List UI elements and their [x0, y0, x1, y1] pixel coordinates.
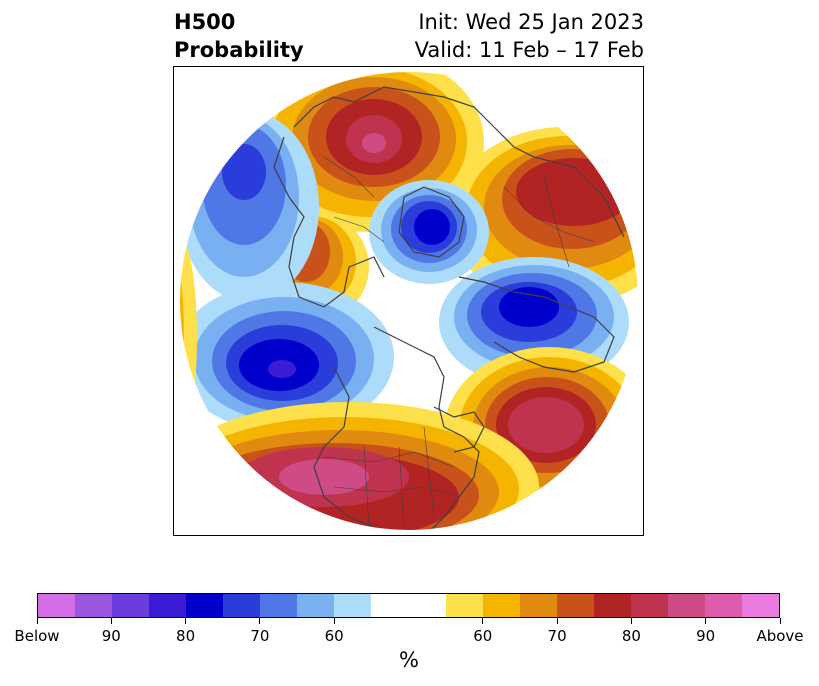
- colorbar-segment: [741, 594, 779, 617]
- colorbar-tick: [705, 618, 707, 624]
- title-line-1: H500: [174, 10, 236, 34]
- coastlines: [273, 86, 625, 531]
- colorbar-segment: [186, 594, 224, 617]
- colorbar-segment: [408, 594, 446, 617]
- valid-date: Valid: 11 Feb – 17 Feb: [414, 38, 644, 62]
- colorbar-tick: [185, 618, 187, 624]
- colorbar-segment: [482, 594, 520, 617]
- colorbar-unit: %: [399, 648, 419, 672]
- colorbar-segment: [556, 594, 594, 617]
- colorbar-tick: [36, 618, 38, 624]
- probability-map: [178, 70, 640, 532]
- chart-title: H500 Probability: [174, 8, 304, 64]
- colorbar-segment: [593, 594, 631, 617]
- colorbar-tick: [779, 618, 781, 624]
- colorbar-tick: [110, 618, 112, 624]
- colorbar-tick-label: 90: [101, 627, 121, 645]
- colorbar-tick: [259, 618, 261, 624]
- colorbar-segment: [223, 594, 261, 617]
- colorbar-tick: [556, 618, 558, 624]
- init-date: Init: Wed 25 Jan 2023: [418, 10, 644, 34]
- date-info: Init: Wed 25 Jan 2023 Valid: 11 Feb – 17…: [415, 8, 644, 64]
- colorbar-segment: [75, 594, 113, 617]
- anomaly-below-north-pacific: [179, 282, 394, 432]
- colorbar-segment: [704, 594, 742, 617]
- colorbar: [37, 593, 780, 618]
- colorbar-tick: [482, 618, 484, 624]
- anomaly-below-arctic: [369, 180, 489, 284]
- colorbar-segment: [445, 594, 483, 617]
- colorbar-segment: [334, 594, 372, 617]
- borders: [323, 156, 595, 528]
- colorbar-tick-label: Above: [756, 627, 804, 645]
- colorbar-tick-label: 80: [176, 627, 196, 645]
- colorbar-tick-label: 90: [696, 627, 716, 645]
- title-line-2: Probability: [174, 38, 304, 62]
- map-panel: [173, 66, 644, 536]
- colorbar-segment: [297, 594, 335, 617]
- colorbar-tick: [630, 618, 632, 624]
- colorbar-tick-label: 80: [621, 627, 641, 645]
- colorbar-tick-label: 60: [324, 627, 344, 645]
- colorbar-segment: [149, 594, 187, 617]
- colorbar-segment: [260, 594, 298, 617]
- colorbar-segment: [371, 594, 409, 617]
- colorbar-tick-label: Below: [14, 627, 60, 645]
- colorbar-segment: [112, 594, 150, 617]
- colorbar-segment: [519, 594, 557, 617]
- colorbar-segment: [38, 594, 76, 617]
- colorbar-segment: [630, 594, 668, 617]
- colorbar-tick-label: 70: [250, 627, 270, 645]
- colorbar-tick-label: 60: [473, 627, 493, 645]
- colorbar-tick-label: 70: [547, 627, 567, 645]
- colorbar-segment: [667, 594, 705, 617]
- colorbar-tick: [333, 618, 335, 624]
